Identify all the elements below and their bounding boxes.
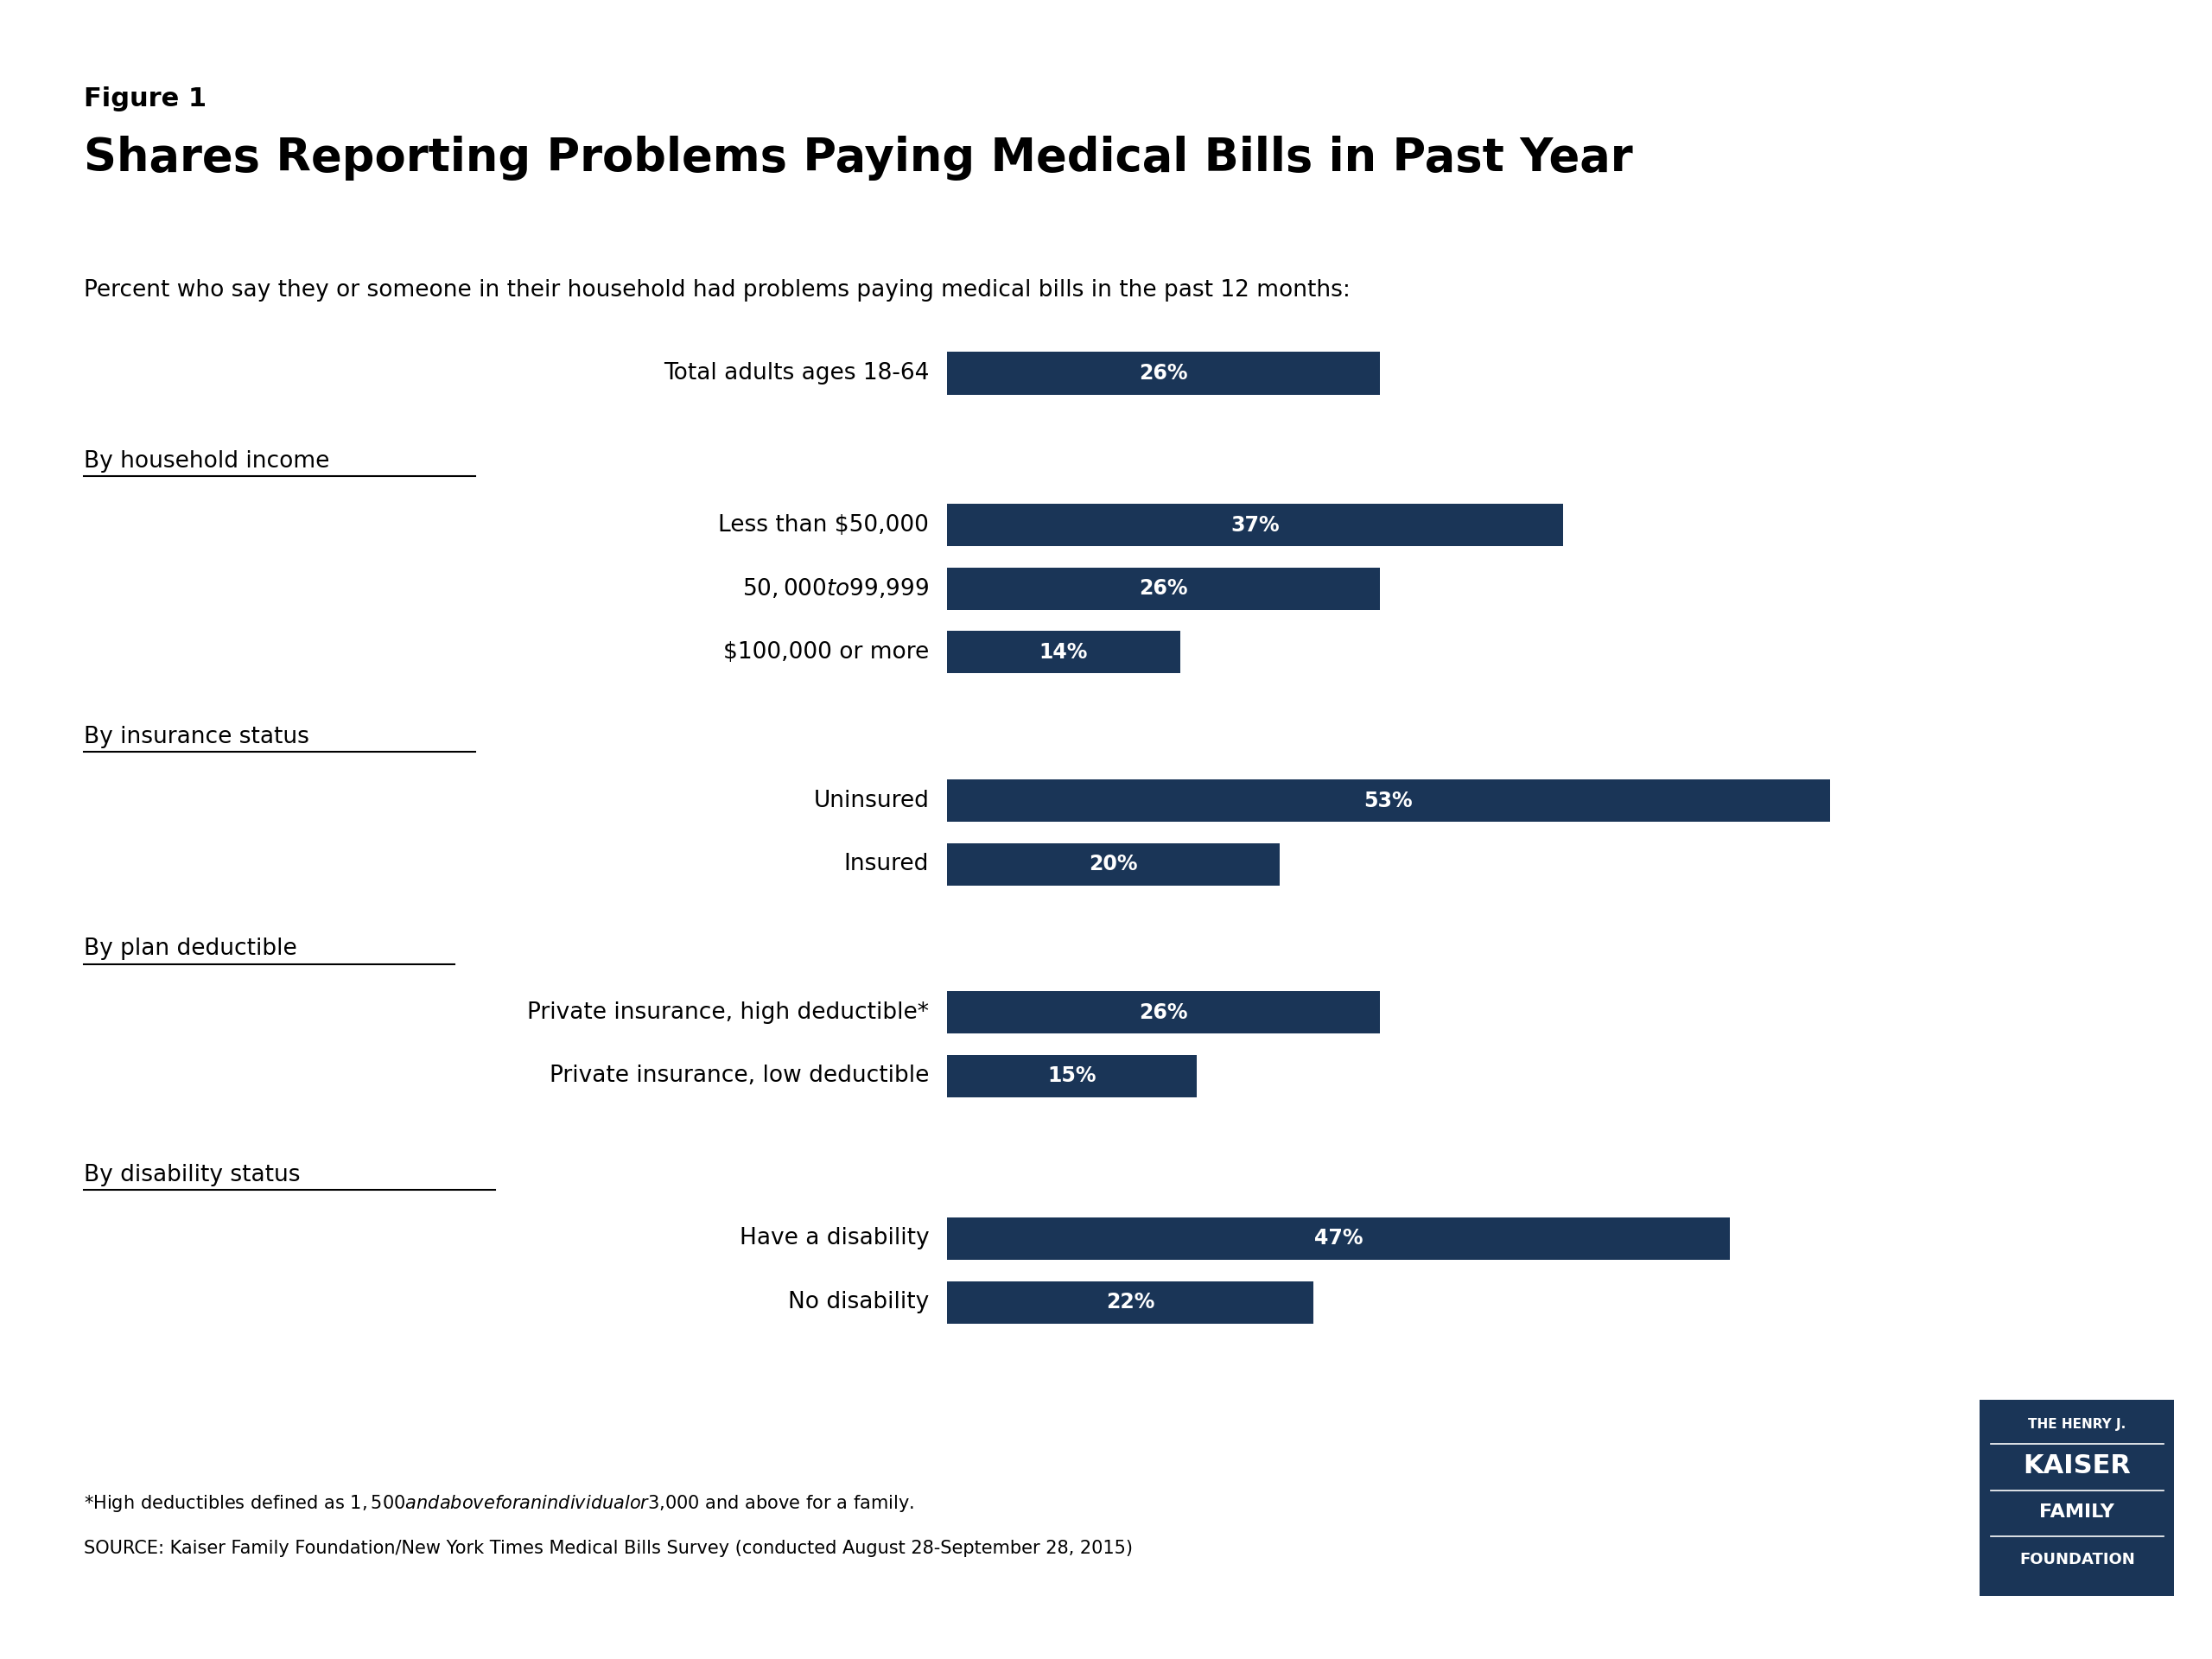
Text: FOUNDATION: FOUNDATION xyxy=(2020,1551,2135,1568)
Text: Insured: Insured xyxy=(845,853,929,876)
Text: By plan deductible: By plan deductible xyxy=(84,937,296,961)
Text: THE HENRY J.: THE HENRY J. xyxy=(2028,1418,2126,1432)
Text: Total adults ages 18-64: Total adults ages 18-64 xyxy=(664,362,929,385)
Text: SOURCE: Kaiser Family Foundation/New York Times Medical Bills Survey (conducted : SOURCE: Kaiser Family Foundation/New Yor… xyxy=(84,1540,1133,1556)
Text: 26%: 26% xyxy=(1139,1002,1188,1024)
Text: Have a disability: Have a disability xyxy=(739,1228,929,1249)
Text: FAMILY: FAMILY xyxy=(2039,1503,2115,1520)
Text: 26%: 26% xyxy=(1139,579,1188,599)
Text: 15%: 15% xyxy=(1046,1065,1097,1087)
Text: Private insurance, high deductible*: Private insurance, high deductible* xyxy=(526,1002,929,1024)
Text: Private insurance, low deductible: Private insurance, low deductible xyxy=(549,1065,929,1087)
Text: 20%: 20% xyxy=(1088,854,1137,874)
Text: $100,000 or more: $100,000 or more xyxy=(723,640,929,664)
Text: No disability: No disability xyxy=(787,1291,929,1314)
Text: By household income: By household income xyxy=(84,450,330,473)
Text: *High deductibles defined as $1,500 and above for an individual or $3,000 and ab: *High deductibles defined as $1,500 and … xyxy=(84,1493,914,1513)
Text: $50,000 to $99,999: $50,000 to $99,999 xyxy=(743,577,929,601)
Text: KAISER: KAISER xyxy=(2024,1453,2130,1478)
Text: Percent who say they or someone in their household had problems paying medical b: Percent who say they or someone in their… xyxy=(84,279,1352,302)
Text: 22%: 22% xyxy=(1106,1292,1155,1312)
Text: Less than $50,000: Less than $50,000 xyxy=(719,514,929,536)
Text: 37%: 37% xyxy=(1230,514,1279,536)
Text: Shares Reporting Problems Paying Medical Bills in Past Year: Shares Reporting Problems Paying Medical… xyxy=(84,136,1632,181)
Text: By insurance status: By insurance status xyxy=(84,727,310,748)
Text: 47%: 47% xyxy=(1314,1228,1363,1249)
Text: 26%: 26% xyxy=(1139,363,1188,383)
Text: Figure 1: Figure 1 xyxy=(84,86,208,111)
Text: 14%: 14% xyxy=(1040,642,1088,662)
Text: Uninsured: Uninsured xyxy=(814,790,929,811)
Text: 53%: 53% xyxy=(1365,790,1413,811)
Text: By disability status: By disability status xyxy=(84,1165,301,1186)
